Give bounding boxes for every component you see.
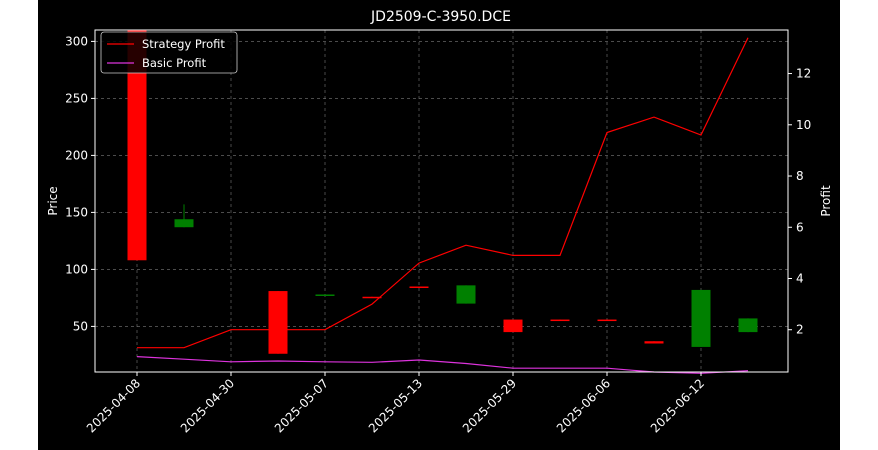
candle-body	[268, 291, 288, 354]
left-axis: 50 100 150 200 250 300	[65, 34, 95, 333]
plot-frame	[94, 29, 789, 373]
candle-body	[456, 285, 476, 304]
candle-body	[644, 341, 664, 344]
y-right-tick-label: 2	[796, 323, 804, 337]
y-right-tick-label: 8	[796, 169, 804, 183]
figure-background	[38, 0, 840, 450]
chart-title: JD2509-C-3950.DCE	[370, 9, 511, 25]
right-axis: 2 4 6 8 10 12	[788, 67, 811, 337]
legend: Strategy Profit Basic Profit	[100, 31, 238, 74]
y-right-tick-label: 12	[796, 67, 811, 81]
candle-body	[597, 319, 617, 322]
candle-body	[691, 289, 711, 347]
y-axis-right-label: Profit	[819, 185, 833, 217]
candle-body	[174, 219, 194, 228]
y-right-tick-label: 4	[796, 271, 804, 285]
candle-body	[127, 30, 147, 261]
line-layer	[136, 37, 749, 374]
candle-body	[503, 319, 523, 333]
strategy-profit-line	[137, 37, 749, 349]
legend-label-basic: Basic Profit	[142, 56, 207, 70]
y-axis-left-label: Price	[46, 186, 60, 215]
candle-body	[738, 318, 758, 333]
candle-body	[409, 286, 429, 288]
y-left-tick-label: 150	[65, 205, 88, 219]
candle-layer	[127, 30, 758, 354]
candle-body	[362, 296, 382, 299]
basic-profit-line	[136, 356, 749, 374]
candle-body	[315, 294, 335, 296]
y-left-tick-label: 300	[65, 34, 88, 48]
candle-body	[550, 319, 570, 322]
y-left-tick-label: 50	[73, 319, 88, 333]
legend-box	[100, 31, 238, 74]
y-left-tick-label: 100	[65, 262, 88, 276]
y-right-tick-label: 6	[796, 220, 804, 234]
y-left-tick-label: 250	[65, 91, 88, 105]
y-right-tick-label: 10	[796, 118, 811, 132]
y-left-tick-label: 200	[65, 148, 88, 162]
legend-label-strategy: Strategy Profit	[142, 37, 225, 51]
